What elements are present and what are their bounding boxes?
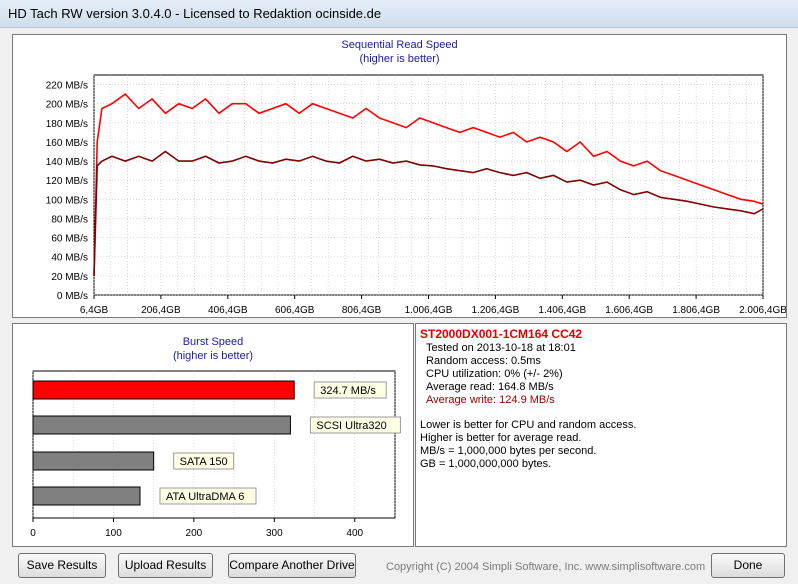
burst-x-tick-label: 400 — [346, 528, 363, 539]
burst-x-tick-label: 0 — [30, 528, 36, 539]
x-tick-label: 206,4GB — [141, 305, 181, 316]
burst-x-tick-label: 200 — [186, 528, 203, 539]
burst-chart-subtitle: (higher is better) — [172, 350, 254, 362]
save-results-button[interactable]: Save Results — [18, 553, 106, 578]
sequential-chart-title: Sequential Read Speed — [341, 39, 458, 51]
note-line: Lower is better for CPU and random acces… — [420, 419, 637, 431]
y-tick-label: 40 MB/s — [51, 253, 88, 264]
burst-x-tick-label: 100 — [105, 528, 122, 539]
x-tick-label: 806,4GB — [342, 305, 382, 316]
note-line: Higher is better for average read. — [420, 432, 582, 444]
copyright-text: Copyright (C) 2004 Simpli Software, Inc.… — [386, 561, 706, 573]
window-title: HD Tach RW version 3.0.4.0 - Licensed to… — [8, 6, 382, 21]
compare-another-drive-button[interactable]: Compare Another Drive — [228, 553, 356, 578]
y-tick-label: 120 MB/s — [46, 176, 88, 187]
burst-bar-label: SCSI Ultra320 — [316, 420, 386, 432]
y-tick-label: 80 MB/s — [51, 214, 88, 225]
burst-bar-label: ATA UltraDMA 6 — [166, 491, 244, 503]
burst-bar-label: 324.7 MB/s — [320, 385, 376, 397]
read-series-line — [93, 93, 764, 276]
sequential-chart-subtitle: (higher is better) — [359, 53, 440, 65]
title-bar: HD Tach RW version 3.0.4.0 - Licensed to… — [0, 0, 798, 28]
y-tick-label: 180 MB/s — [46, 119, 88, 130]
x-tick-label: 606,4GB — [275, 305, 315, 316]
sequential-read-chart: 0 MB/s 20 MB/s 40 MB/s 60 MB/s 80 MB/s 100 MB… — [46, 74, 786, 316]
burst-label-box — [173, 452, 235, 470]
done-button[interactable]: Done — [711, 553, 785, 578]
burst-bar-reference — [32, 451, 155, 471]
x-tick-label: 406,4GB — [208, 305, 248, 316]
burst-bar-label: SATA 150 — [180, 456, 228, 468]
random-access: Random access: 0.5ms — [426, 355, 541, 367]
burst-chart-title: Burst Speed — [182, 336, 244, 348]
note-line: GB = 1,000,000,000 bytes. — [420, 458, 552, 470]
burst-bar-reference — [32, 486, 141, 506]
sequential-read-panel: Sequential Read Speed (higher is better)… — [12, 34, 787, 318]
y-tick-label: 0 MB/s — [57, 291, 88, 302]
test-date: Tested on 2013-10-18 at 18:01 — [426, 342, 576, 354]
drive-info-panel: ST2000DX001-1CM164 CC42 Tested on 2013-1… — [415, 323, 787, 547]
x-tick-label: 1.406,4GB — [538, 305, 586, 316]
note-line: MB/s = 1,000,000 bytes per second. — [420, 445, 597, 457]
y-tick-label: 200 MB/s — [46, 100, 88, 111]
y-tick-label: 20 MB/s — [51, 272, 88, 283]
write-series-line — [93, 150, 764, 276]
burst-label-box — [309, 416, 401, 434]
burst-speed-panel: Burst Speed (higher is better) 0 100 200 30… — [12, 323, 414, 547]
burst-x-tick-label: 300 — [266, 528, 283, 539]
burst-label-box — [313, 381, 387, 399]
y-tick-label: 100 MB/s — [46, 195, 88, 206]
y-tick-label: 60 MB/s — [51, 234, 88, 245]
x-tick-label: 1.606,4GB — [605, 305, 653, 316]
cpu-utilization: CPU utilization: 0% (+/- 2%) — [426, 368, 563, 380]
x-tick-label: 1.206,4GB — [471, 305, 519, 316]
x-tick-label: 2.006,4GB — [739, 305, 786, 316]
y-tick-label: 220 MB/s — [46, 81, 88, 92]
x-tick-label: 6,4GB — [80, 305, 109, 316]
x-tick-label: 1.806,4GB — [672, 305, 720, 316]
x-tick-label: 1.006,4GB — [405, 305, 453, 316]
average-read: Average read: 164.8 MB/s — [426, 381, 554, 393]
upload-results-button[interactable]: Upload Results — [118, 553, 213, 578]
burst-bar-reference — [32, 415, 291, 435]
burst-speed-chart: 0 100 200 300 400 324.7 MB/s SCSI Ultra320 SATA… — [30, 370, 401, 539]
drive-model: ST2000DX001-1CM164 CC42 — [420, 327, 583, 341]
y-tick-label: 160 MB/s — [46, 138, 88, 149]
y-tick-label: 140 MB/s — [46, 157, 88, 168]
burst-label-box — [159, 487, 257, 505]
burst-bar-result — [32, 380, 295, 400]
average-write: Average write: 124.9 MB/s — [426, 394, 555, 406]
